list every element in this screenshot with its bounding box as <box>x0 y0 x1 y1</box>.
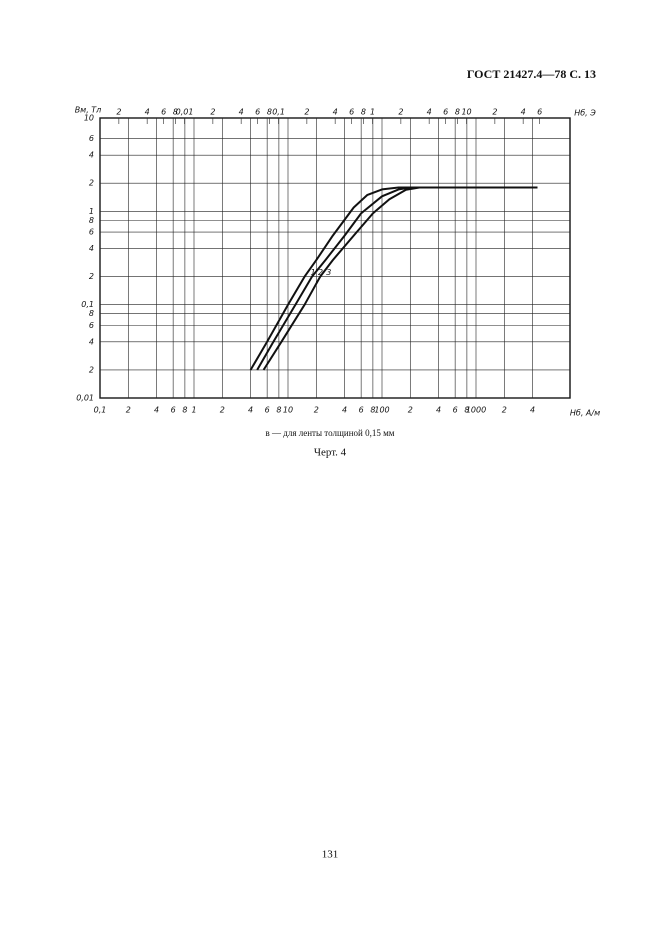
x-tick-label: 4 <box>530 406 535 415</box>
x2-tick-label: 8 <box>455 108 460 117</box>
x-tick-label: 4 <box>342 406 347 415</box>
x-tick-label: 2 <box>220 406 225 415</box>
x-tick-label: 2 <box>502 406 507 415</box>
x2-tick-label: 10 <box>461 108 471 117</box>
x2-tick-label: 2 <box>116 108 121 117</box>
x2-tick-label: 4 <box>145 108 150 117</box>
y-tick-label: 6 <box>89 134 94 143</box>
x-axis-label: Нб, А/м <box>570 409 600 418</box>
x2-tick-label: 0,1 <box>272 108 285 117</box>
x-tick-label: 2 <box>408 406 413 415</box>
x-tick-label: 2 <box>126 406 131 415</box>
x-tick-label: 6 <box>359 406 364 415</box>
page-number: 131 <box>322 849 339 861</box>
x-tick-label: 8 <box>182 406 187 415</box>
curve-label: 2 <box>318 268 323 277</box>
x2-tick-label: 1 <box>370 108 375 117</box>
x2-axis-label: Нб, Э <box>574 109 596 118</box>
y-tick-label: 2 <box>89 179 94 188</box>
y-tick-label: 6 <box>89 228 94 237</box>
x-tick-label: 8 <box>276 406 281 415</box>
figure-label: Черт. 4 <box>314 447 347 459</box>
x2-tick-label: 6 <box>349 108 354 117</box>
x-tick-label: 2 <box>314 406 319 415</box>
curve <box>249 186 538 371</box>
x2-tick-label: 6 <box>443 108 448 117</box>
x-tick-label: 6 <box>265 406 270 415</box>
x-tick-label: 6 <box>171 406 176 415</box>
y-tick-label: 4 <box>89 337 94 346</box>
y-tick-label: 0,1 <box>81 300 94 309</box>
x2-tick-label: 2 <box>210 108 215 117</box>
curve-label: 3 <box>326 268 331 277</box>
x-tick-label: 100 <box>374 406 389 415</box>
x-tick-label: 0,1 <box>94 406 107 415</box>
x2-tick-label: 0,01 <box>176 108 194 117</box>
y-tick-label: 10 <box>84 114 94 123</box>
y-tick-label: 8 <box>89 216 94 225</box>
x-tick-label: 8 <box>464 406 469 415</box>
x2-tick-label: 2 <box>398 108 403 117</box>
x2-tick-label: 6 <box>161 108 166 117</box>
x2-tick-label: 8 <box>173 108 178 117</box>
x-tick-label: 6 <box>453 406 458 415</box>
y-tick-label: 1 <box>89 207 94 216</box>
curve <box>256 186 538 371</box>
x-tick-label: 8 <box>370 406 375 415</box>
y-tick-label: 4 <box>89 151 94 160</box>
x-tick-label: 1 <box>191 406 196 415</box>
x-tick-label: 1000 <box>466 406 486 415</box>
y-tick-label: 4 <box>89 244 94 253</box>
x2-tick-label: 4 <box>521 108 526 117</box>
caption-note: в — для ленты толщиной 0,15 мм <box>266 428 395 438</box>
y-tick-label: 6 <box>89 321 94 330</box>
x2-tick-label: 8 <box>361 108 366 117</box>
x2-tick-label: 2 <box>492 108 497 117</box>
y-tick-label: 0,01 <box>76 394 94 403</box>
x2-tick-label: 4 <box>333 108 338 117</box>
y-tick-label: 2 <box>89 272 94 281</box>
header-title: ГОСТ 21427.4—78 С. 13 <box>467 67 596 81</box>
x2-tick-label: 6 <box>537 108 542 117</box>
y-axis-label: Bм, Тл <box>75 106 102 115</box>
y-tick-label: 2 <box>89 365 94 374</box>
x-tick-label: 4 <box>154 406 159 415</box>
x2-tick-label: 8 <box>267 108 272 117</box>
x-tick-label: 4 <box>248 406 253 415</box>
x2-tick-label: 4 <box>239 108 244 117</box>
x2-tick-label: 6 <box>255 108 260 117</box>
x2-tick-label: 4 <box>427 108 432 117</box>
x-tick-label: 4 <box>436 406 441 415</box>
curve <box>262 186 538 371</box>
y-tick-label: 8 <box>89 309 94 318</box>
x2-tick-label: 2 <box>304 108 309 117</box>
x-tick-label: 10 <box>283 406 293 415</box>
curve-label: 1 <box>311 268 316 277</box>
